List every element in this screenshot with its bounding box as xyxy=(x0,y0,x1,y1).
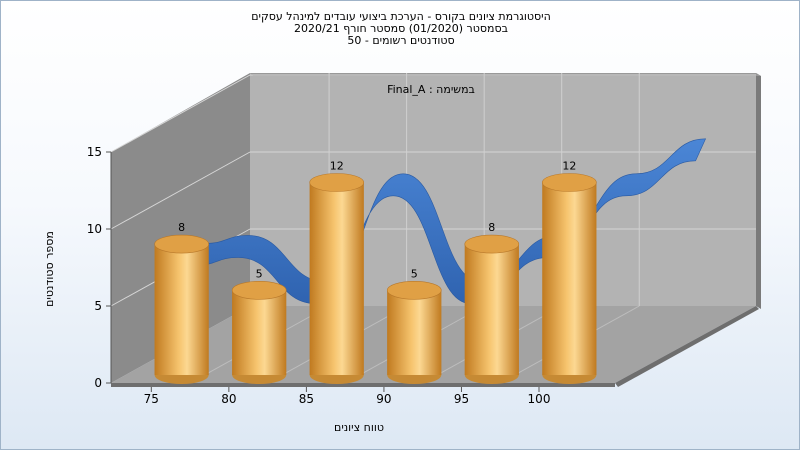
task-annotation: Final_A : במשימה xyxy=(387,83,475,96)
bar-top xyxy=(154,234,209,254)
bar-value-label: 5 xyxy=(411,267,418,280)
bar-body-front xyxy=(154,244,209,375)
bar-value-label: 8 xyxy=(488,221,495,234)
y-axis-label: מספר סטודנטים xyxy=(43,231,56,307)
y-tick-label: 5 xyxy=(94,299,102,313)
chart-title-line: סטודנטים רשומים - 50 xyxy=(347,34,455,47)
chart-title-line: בסמסטר (01/2020) סמסטר חורף 2020/21 xyxy=(294,22,508,35)
back-wall xyxy=(250,73,756,306)
bars: 8 5 12 5 8 12 xyxy=(154,160,597,384)
y-tick-label: 0 xyxy=(94,376,102,390)
grid-line-left xyxy=(110,151,251,230)
bar-body-front xyxy=(387,290,442,375)
bar-value-label: 5 xyxy=(256,267,263,280)
back-wall-right-edge xyxy=(756,73,761,309)
bar-value-label: 12 xyxy=(562,160,576,173)
x-tick-label: 75 xyxy=(144,392,159,406)
bar-top xyxy=(386,280,442,300)
x-axis-label: טווח ציונים xyxy=(334,421,384,434)
bar-top xyxy=(542,173,597,192)
chart-title: היסטוגרמת ציונים בקורס - הערכת ביצועי עו… xyxy=(251,11,551,47)
x-tick-label: 80 xyxy=(221,392,236,406)
bar xyxy=(542,173,597,384)
left-wall xyxy=(111,73,250,383)
bar xyxy=(231,280,287,384)
floor-right-edge xyxy=(615,306,759,387)
bar xyxy=(386,280,442,384)
bar-body-front xyxy=(309,182,364,375)
x-tick-label: 85 xyxy=(299,392,314,406)
bar-value-label: 8 xyxy=(178,221,185,234)
bar-body-front xyxy=(464,244,519,375)
bar-top xyxy=(464,234,520,254)
bar xyxy=(309,173,365,384)
bar-top xyxy=(309,173,365,192)
x-tick-label: 90 xyxy=(376,392,391,406)
y-tick-label: 15 xyxy=(87,145,102,159)
bar-body-front xyxy=(232,290,287,375)
y-tick-label: 10 xyxy=(87,222,102,236)
bar xyxy=(154,234,209,384)
chart-title-line: היסטוגרמת ציונים בקורס - הערכת ביצועי עו… xyxy=(251,10,551,23)
x-tick-label: 100 xyxy=(528,392,551,406)
bar-value-label: 12 xyxy=(330,160,344,173)
x-tick-label: 95 xyxy=(454,392,469,406)
bar xyxy=(464,234,520,384)
bar-body-front xyxy=(542,182,597,375)
bar-top xyxy=(231,280,287,300)
grid-line-left xyxy=(110,74,251,153)
floor-front-edge xyxy=(111,383,615,387)
